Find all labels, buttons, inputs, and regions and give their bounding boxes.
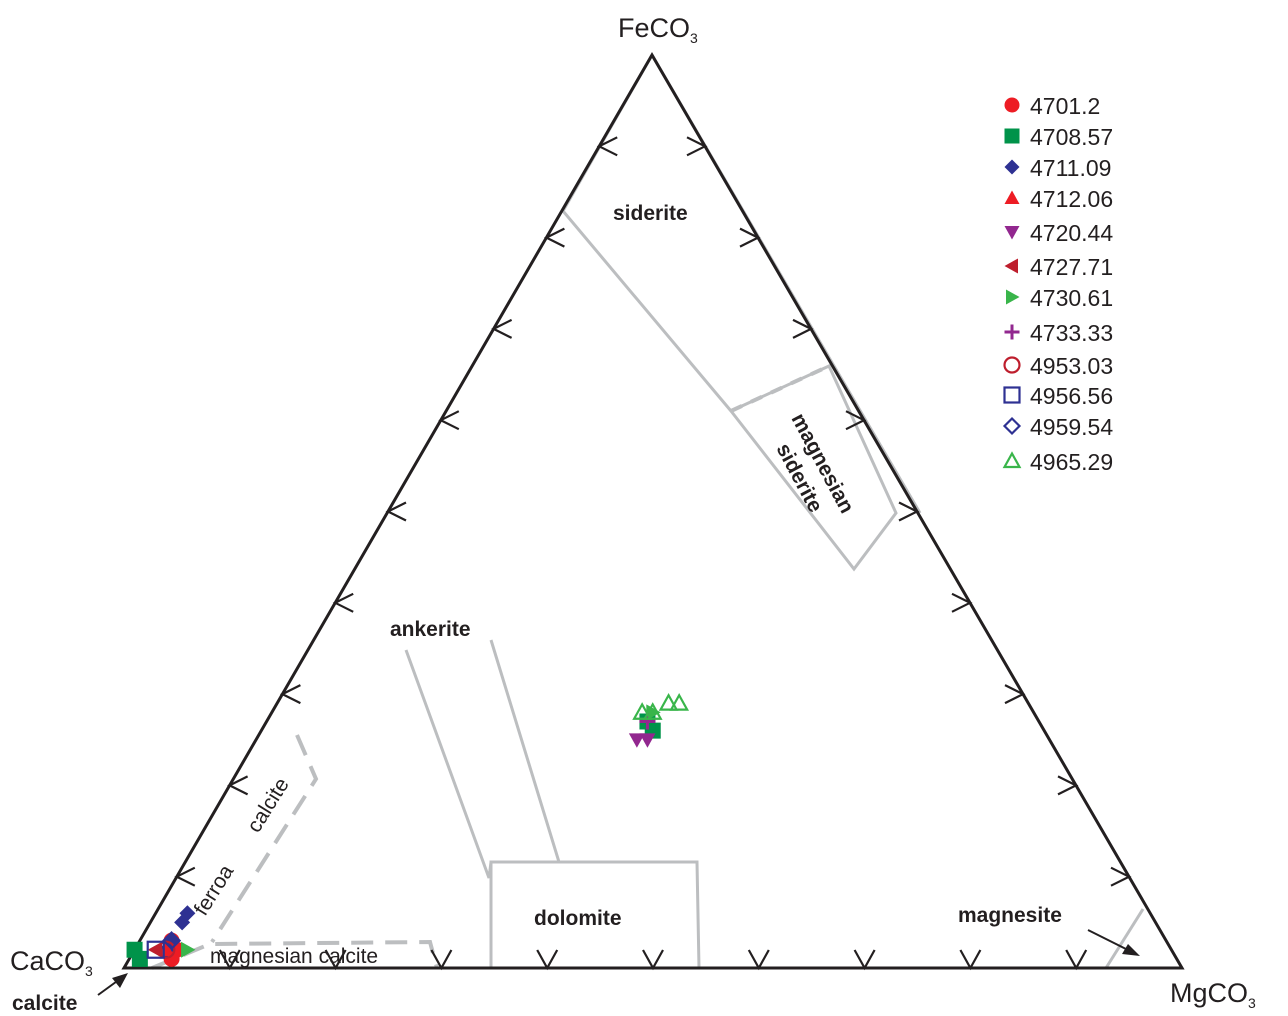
tick-bottom bbox=[853, 949, 876, 971]
legend-label-0: 4701.2 bbox=[1030, 93, 1100, 119]
tick-right bbox=[845, 410, 867, 431]
tick-bottom bbox=[1065, 949, 1088, 971]
legend-marker-7 bbox=[1004, 324, 1020, 340]
data-point-4965-29-0 bbox=[669, 692, 690, 711]
field-label-magnesian-calcite: magnesian calcite bbox=[210, 945, 378, 968]
tick-left bbox=[596, 136, 618, 157]
vertex-labels: FeCO3 CaCO3 MgCO3 bbox=[10, 13, 1256, 1011]
data-point-4711-09-1 bbox=[174, 914, 191, 931]
data-point-4965-29-1 bbox=[658, 692, 679, 711]
data-point-4712-06-0 bbox=[158, 941, 175, 957]
tick-bottom bbox=[536, 949, 559, 971]
vertex-label-top: FeCO3 bbox=[618, 13, 698, 46]
ferroan-calcite-boundary bbox=[210, 734, 319, 944]
tick-left bbox=[174, 866, 196, 887]
field-label-calcite: calcite bbox=[12, 992, 77, 1015]
legend-label-8: 4953.03 bbox=[1030, 353, 1113, 379]
field-boundaries bbox=[151, 54, 1145, 970]
tick-bottom bbox=[430, 949, 453, 971]
data-point-4708-57-1 bbox=[131, 950, 148, 967]
legend-label-3: 4712.06 bbox=[1030, 186, 1113, 212]
legend: 4701.2 4708.57 4711.09 4712.06 4720.44 4727.7… bbox=[1002, 93, 1113, 475]
data-point-4959-54-0 bbox=[162, 931, 182, 951]
tick-marks bbox=[174, 136, 1132, 971]
data-point-4965-29-3 bbox=[632, 702, 653, 720]
tick-left bbox=[491, 318, 513, 339]
data-points bbox=[126, 692, 690, 967]
legend-marker-2 bbox=[1004, 159, 1020, 175]
tick-left bbox=[332, 592, 354, 613]
tick-bottom bbox=[747, 949, 770, 971]
legend-marker-6 bbox=[1006, 289, 1020, 305]
tick-right bbox=[951, 592, 973, 613]
legend-label-2: 4711.09 bbox=[1030, 155, 1111, 181]
calcite-arrow-head bbox=[112, 973, 128, 988]
data-point-4965-29-2 bbox=[642, 702, 663, 720]
tick-bottom bbox=[642, 949, 664, 971]
data-point-4720-44-1 bbox=[639, 733, 656, 748]
legend-label-5: 4727.71 bbox=[1030, 254, 1113, 280]
legend-label-1: 4708.57 bbox=[1030, 124, 1113, 150]
tick-right bbox=[792, 318, 814, 339]
dolomite-field-boundary bbox=[489, 860, 701, 969]
legend-marker-4 bbox=[1004, 226, 1020, 240]
tick-right bbox=[739, 227, 761, 248]
tick-right bbox=[1004, 684, 1026, 705]
legend-label-7: 4733.33 bbox=[1030, 320, 1113, 346]
legend-marker-3 bbox=[1004, 190, 1020, 204]
data-point-4730-61-0 bbox=[181, 941, 196, 958]
legend-marker-8 bbox=[1003, 356, 1021, 374]
tick-left bbox=[279, 684, 301, 705]
legend-marker-11 bbox=[1002, 451, 1022, 469]
field-label-dolomite: dolomite bbox=[534, 907, 622, 930]
magnesite-field-boundary bbox=[1104, 908, 1145, 969]
tick-left bbox=[227, 775, 249, 796]
legend-label-11: 4965.29 bbox=[1030, 449, 1113, 475]
legend-label-4: 4720.44 bbox=[1030, 220, 1113, 246]
tick-right bbox=[898, 501, 920, 522]
field-label-siderite: siderite bbox=[613, 202, 688, 225]
legend-marker-10 bbox=[1002, 416, 1022, 436]
data-point-4956-56-0 bbox=[146, 940, 165, 959]
vertex-label-right: MgCO3 bbox=[1170, 978, 1256, 1011]
tick-left bbox=[543, 227, 565, 248]
tick-right bbox=[686, 136, 708, 157]
field-arrows bbox=[97, 929, 1140, 996]
tick-bottom bbox=[324, 949, 347, 971]
legend-label-9: 4956.56 bbox=[1030, 383, 1113, 409]
data-point-4720-44-0 bbox=[628, 733, 645, 748]
field-label-magnesite: magnesite bbox=[958, 904, 1062, 927]
legend-marker-5 bbox=[1004, 258, 1018, 274]
vertex-label-left: CaCO3 bbox=[10, 946, 93, 979]
magnesite-arrow-line bbox=[1087, 929, 1129, 951]
tick-right bbox=[1110, 866, 1132, 887]
ankerite-field-boundary bbox=[404, 639, 562, 879]
legend-marker-9 bbox=[1003, 386, 1021, 404]
legend-label-6: 4730.61 bbox=[1030, 285, 1113, 311]
tick-bottom bbox=[959, 949, 982, 971]
field-label-ankerite: ankerite bbox=[390, 618, 471, 641]
tick-right bbox=[1057, 775, 1079, 796]
tick-left bbox=[385, 501, 407, 522]
legend-marker-0 bbox=[1004, 97, 1020, 113]
magnesian-siderite-divider bbox=[730, 364, 830, 413]
magnesian-calcite-boundary bbox=[151, 939, 439, 970]
field-labels: siderite magnesian siderite ankerite dol… bbox=[12, 202, 1062, 1015]
tick-left bbox=[438, 410, 460, 431]
magnesite-arrow-head bbox=[1122, 944, 1140, 956]
tick-bottom bbox=[218, 949, 241, 971]
legend-label-10: 4959.54 bbox=[1030, 414, 1113, 440]
data-point-4953-03-0 bbox=[157, 940, 176, 959]
legend-marker-1 bbox=[1004, 128, 1020, 144]
